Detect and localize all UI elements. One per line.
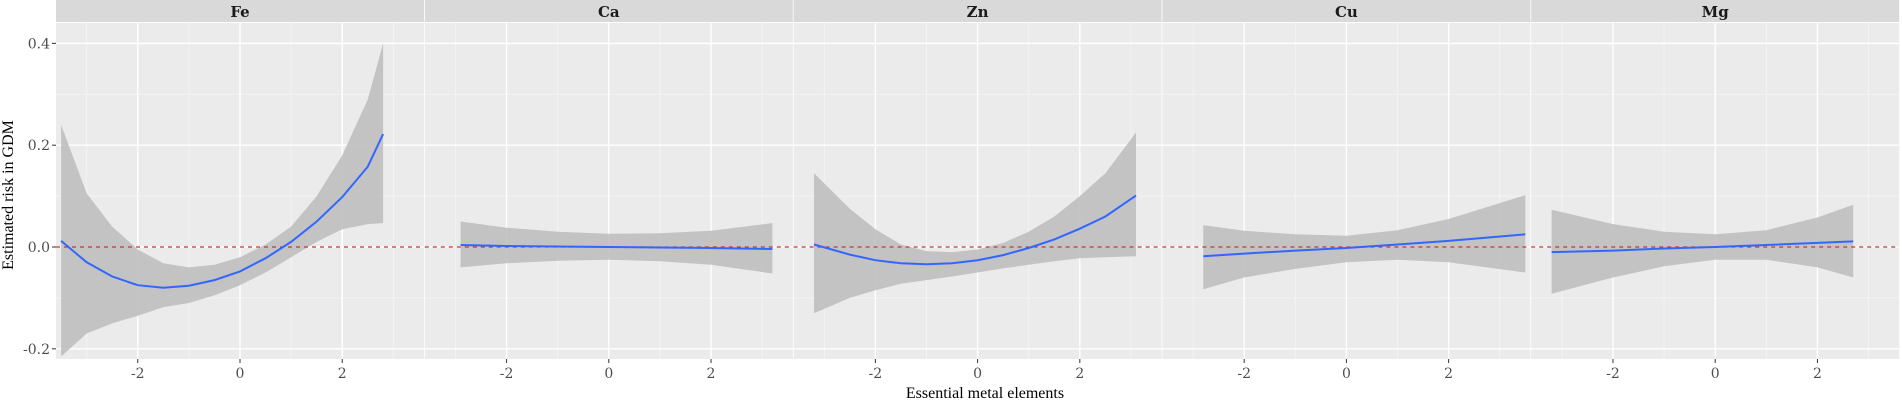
fit-line-mg [1551,240,1854,254]
facet-strip-label: Fe [230,3,249,21]
y-tick-label: 0.0 [28,240,50,256]
x-tick-label: 0 [604,366,613,382]
fit-line-ca [460,244,773,250]
confidence-band-mg [1551,204,1854,294]
facet-strip [1162,0,1531,22]
x-tick-label: 0 [1711,366,1720,382]
facet-panel-zn: Zn -2 0 2 [793,0,1162,382]
x-tick-label: 0 [1342,366,1351,382]
facet-strip-label: Cu [1335,3,1358,21]
facet-panel-fe: Fe -2 0 2 [56,0,424,382]
confidence-band-fe [61,43,384,357]
facet-panel-ca: Ca -2 0 2 [424,0,793,382]
x-tick-label: -2 [1606,366,1620,382]
fit-line-cu [1203,233,1526,258]
x-tick-label: -2 [500,366,514,382]
x-tick-label: 2 [1444,366,1453,382]
x-tick-label: -2 [869,366,883,382]
facet-panels: Fe -2 0 2 Ca -2 0 2 Zn -2 0 2 Cu -2 0 2 Mg -2 0 2 [56,0,1900,382]
y-axis: -0.2 0.0 0.2 0.4 [23,36,56,358]
x-tick-label: 0 [973,366,982,382]
x-tick-label: 0 [236,366,245,382]
fit-line-fe [60,133,385,289]
x-tick-label: 2 [707,366,716,382]
x-tick-label: 2 [338,366,347,382]
facet-strip-label: Mg [1702,3,1730,21]
facet-strip-label: Ca [598,3,620,21]
x-tick-label: -2 [1237,366,1251,382]
x-tick-label: 2 [1075,366,1084,382]
y-tick-label: 0.4 [28,36,50,52]
x-tick-label: 2 [1813,366,1822,382]
facet-strip-label: Zn [967,3,989,21]
facet-strip [424,0,793,22]
confidence-band-cu [1203,195,1526,290]
facet-strip [793,0,1162,22]
x-axis-title: Essential metal elements [906,385,1064,400]
y-tick-label: 0.2 [28,138,50,154]
facet-strip [1531,0,1900,22]
confidence-band-zn [814,132,1136,314]
facet-strip [56,0,424,22]
facet-panel-mg: Mg -2 0 2 [1531,0,1900,382]
facet-panel-cu: Cu -2 0 2 [1162,0,1531,382]
y-tick-label: -0.2 [23,342,50,358]
fit-line-zn [813,194,1137,266]
y-axis-title: Estimated risk in GDM [0,120,17,270]
x-tick-label: -2 [131,366,145,382]
